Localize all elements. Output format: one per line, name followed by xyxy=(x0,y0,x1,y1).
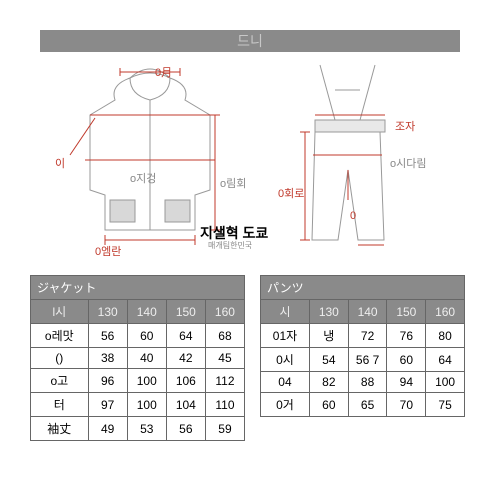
table-row: o고96100106112 xyxy=(31,369,245,393)
label-0: 0 xyxy=(350,210,356,222)
table-row: 0거60657075 xyxy=(261,393,465,417)
label-엠란: 0엠란 xyxy=(95,243,121,259)
pants-table-title: パンツ xyxy=(261,276,465,300)
label-0月: 0月 xyxy=(155,64,172,80)
table-row: 터97100104110 xyxy=(31,393,245,417)
header-bar: 드니 xyxy=(40,30,460,52)
table-row: o레맛56606468 xyxy=(31,324,245,348)
pants-tbody: 01자냉727680 0시5456 76064 04828894100 0거60… xyxy=(261,324,465,417)
label-시다림: o시다림 xyxy=(390,155,426,171)
label-조자: 조자 xyxy=(395,118,415,134)
jacket-svg xyxy=(60,60,240,250)
jacket-header-row: l시 130 140 150 160 xyxy=(31,300,245,324)
label-지겅: o지겅 xyxy=(130,170,156,186)
table-row: 0시5456 76064 xyxy=(261,348,465,372)
pants-header-row: 시 130 140 150 160 xyxy=(261,300,465,324)
jacket-diagram xyxy=(60,60,240,250)
label-림회: o림회 xyxy=(220,175,246,191)
brand-sub: 매개팀한민국 xyxy=(208,240,252,251)
header-text: 드니 xyxy=(237,33,263,49)
jacket-table: ジャケット l시 130 140 150 160 o레맛56606468 ()3… xyxy=(30,275,245,441)
table-row: 04828894100 xyxy=(261,372,465,393)
jacket-table-title: ジャケット xyxy=(31,276,245,300)
label-회로: 0회로 xyxy=(278,185,304,201)
table-row: ()38404245 xyxy=(31,348,245,369)
pants-table-wrap: パンツ 시 130 140 150 160 01자냉727680 0시5456 … xyxy=(260,275,465,417)
jacket-tbody: o레맛56606468 ()38404245 o고96100106112 터97… xyxy=(31,324,245,441)
label-이: 이 xyxy=(55,155,65,171)
pants-table: パンツ 시 130 140 150 160 01자냉727680 0시5456 … xyxy=(260,275,465,417)
jacket-table-wrap: ジャケット l시 130 140 150 160 o레맛56606468 ()3… xyxy=(30,275,245,441)
table-row: 01자냉727680 xyxy=(261,324,465,348)
table-row: 袖丈49535659 xyxy=(31,417,245,441)
